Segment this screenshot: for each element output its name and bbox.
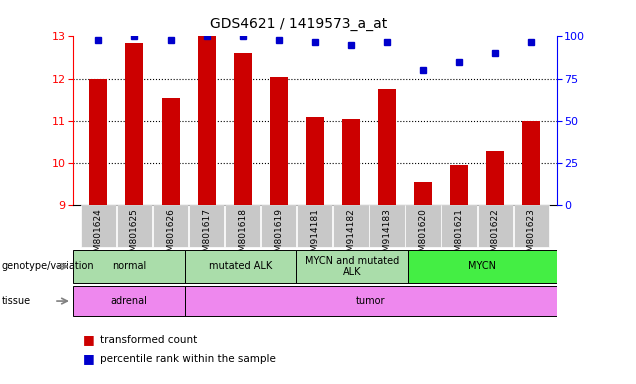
Bar [370,205,404,247]
Bar [184,250,296,283]
Bar [342,119,360,205]
Text: transformed count: transformed count [100,335,198,345]
Text: ■: ■ [83,333,94,346]
Bar [486,151,504,205]
Text: GSM801624: GSM801624 [94,208,103,263]
Text: GSM801625: GSM801625 [130,208,139,263]
Bar [478,205,513,247]
Bar [73,250,184,283]
Text: MYCN and mutated
ALK: MYCN and mutated ALK [305,256,399,277]
Bar [261,205,296,247]
Bar [90,79,107,205]
Bar [162,98,179,205]
Bar [81,205,116,247]
Text: GSM801617: GSM801617 [202,208,211,263]
Text: ■: ■ [83,353,94,366]
Text: GSM801621: GSM801621 [455,208,464,263]
Bar [270,76,287,205]
Text: GSM801619: GSM801619 [274,208,283,263]
Text: normal: normal [112,262,146,271]
Bar [408,250,556,283]
Text: GSM914183: GSM914183 [382,208,392,263]
Text: tissue: tissue [1,296,31,306]
Text: GDS4621 / 1419573_a_at: GDS4621 / 1419573_a_at [211,17,387,31]
Bar [153,205,188,247]
Bar [405,205,441,247]
Bar [73,286,184,316]
Bar [522,121,540,205]
Text: genotype/variation: genotype/variation [1,262,94,271]
Bar [450,166,468,205]
Bar [297,205,333,247]
Bar [333,205,369,247]
Bar [233,53,252,205]
Text: mutated ALK: mutated ALK [209,262,272,271]
Text: MYCN: MYCN [468,262,496,271]
Text: GSM914181: GSM914181 [310,208,319,263]
Text: GSM801618: GSM801618 [238,208,247,263]
Text: GSM801620: GSM801620 [418,208,427,263]
Bar [184,286,556,316]
Bar [441,205,477,247]
Bar [414,182,432,205]
Bar [198,36,216,205]
Bar [306,117,324,205]
Bar [225,205,260,247]
Text: GSM914182: GSM914182 [347,208,356,263]
Text: percentile rank within the sample: percentile rank within the sample [100,354,277,364]
Text: GSM801623: GSM801623 [527,208,536,263]
Bar [514,205,549,247]
Bar [117,205,152,247]
Text: GSM801622: GSM801622 [491,208,500,263]
Text: GSM801626: GSM801626 [166,208,175,263]
Bar [296,250,408,283]
Text: tumor: tumor [356,296,385,306]
Bar [378,89,396,205]
Bar [189,205,225,247]
Bar [125,43,144,205]
Text: adrenal: adrenal [111,296,148,306]
